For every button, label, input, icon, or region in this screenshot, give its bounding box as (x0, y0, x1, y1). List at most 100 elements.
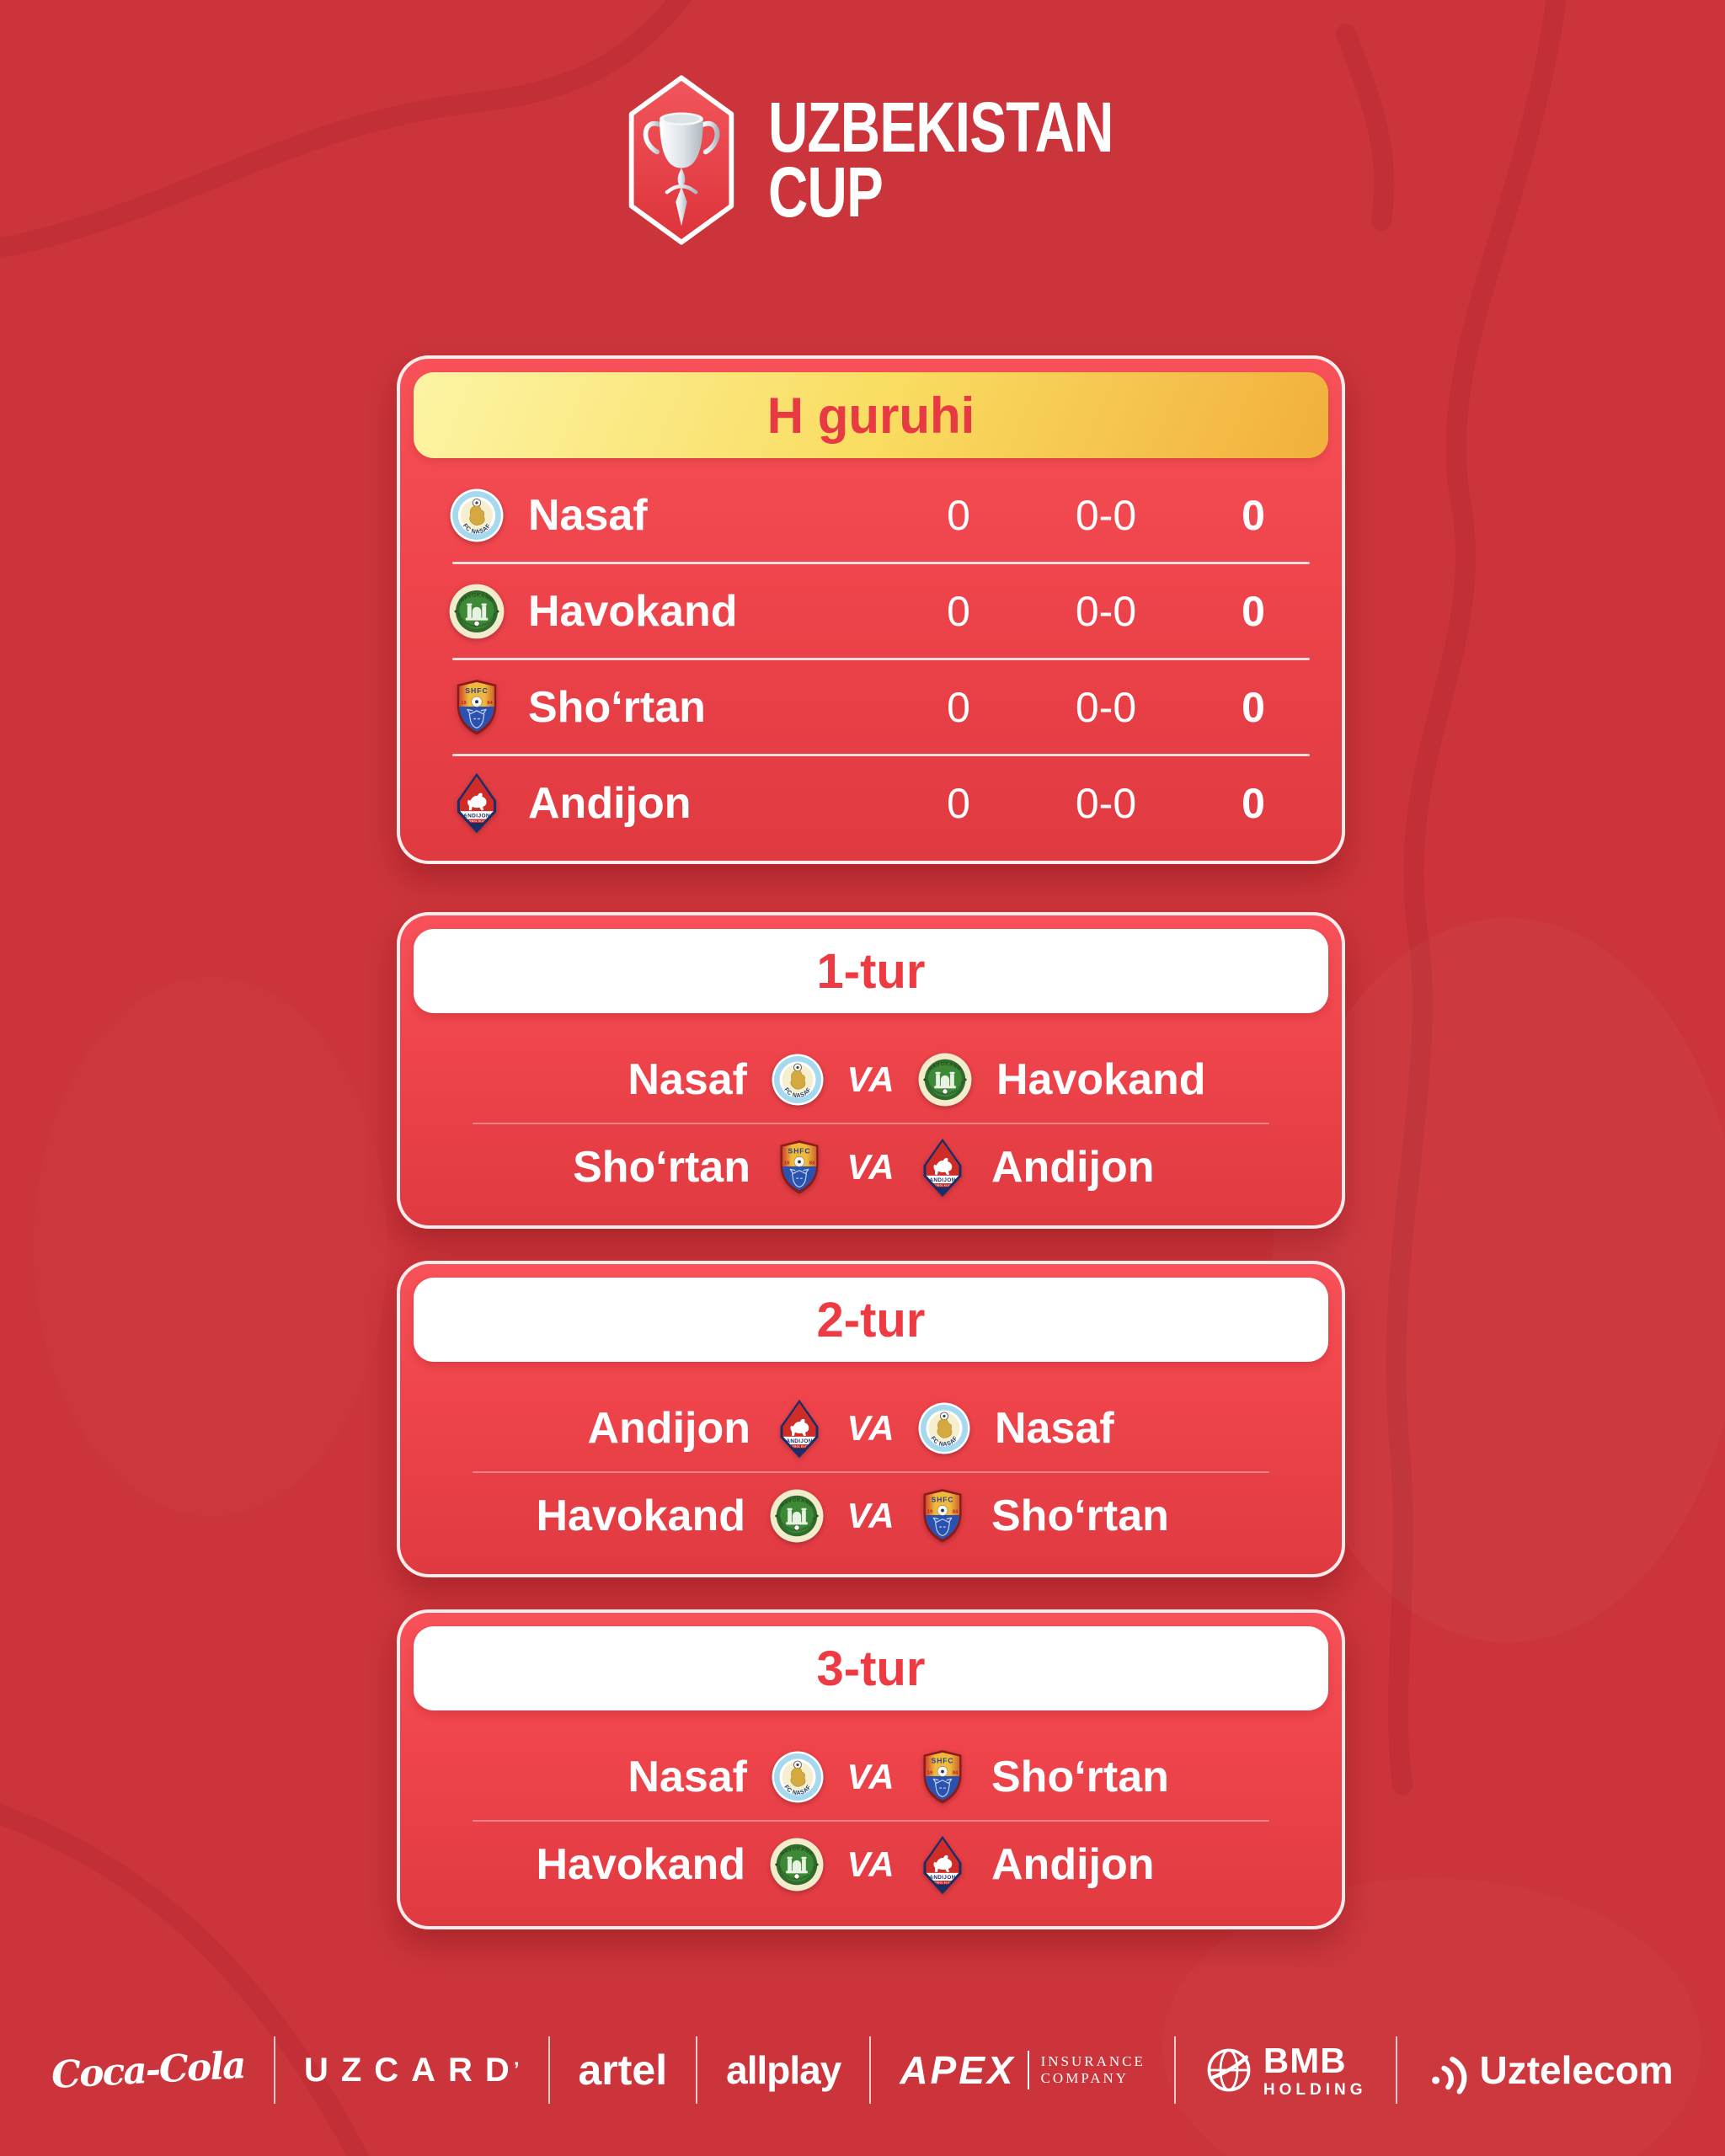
match-away: Havokand (917, 1052, 1328, 1107)
away-team-name: Havokand (996, 1055, 1206, 1104)
table-row: Havokand 0 0-0 0 (446, 564, 1316, 658)
match-home: Shoʻrtan (414, 1138, 825, 1197)
team-name: Nasaf (528, 490, 648, 540)
team-played: 0 (947, 779, 970, 827)
round-3-card: 3-tur Nasaf VA Shoʻrtan Havokand (397, 1609, 1345, 1929)
apex-subtext-line1: INSURANCE (1040, 2052, 1146, 2069)
team-points: 0 (1242, 683, 1265, 731)
match-away: Nasaf (917, 1401, 1328, 1455)
home-team-name: Havokand (536, 1492, 745, 1540)
nasaf-badge-icon (771, 1750, 825, 1804)
havokand-badge-icon (446, 583, 508, 640)
team-points: 0 (1242, 491, 1265, 539)
team-played: 0 (947, 683, 970, 731)
round-title: 1-tur (816, 943, 926, 999)
versus-label: VA (846, 1059, 895, 1099)
team-points: 0 (1242, 587, 1265, 635)
home-team-name: Shoʻrtan (573, 1143, 750, 1192)
bmb-wordmark: BMB (1263, 2040, 1347, 2080)
away-team-name: Shoʻrtan (991, 1492, 1169, 1540)
match-row: Havokand VA Andijon (414, 1822, 1328, 1908)
match-home: Havokand (414, 1837, 825, 1892)
row-divider (452, 562, 1310, 564)
match-row: Havokand VA Shoʻrtan (414, 1473, 1328, 1559)
match-away: Andijon (917, 1137, 1328, 1198)
match-row: Andijon VA Nasaf (414, 1385, 1328, 1471)
match-divider (473, 1123, 1269, 1124)
nasaf-badge-icon (771, 1053, 825, 1107)
away-team-name: Andijon (991, 1840, 1155, 1889)
nasaf-badge-icon (446, 488, 508, 543)
trophy-hexagon-icon (628, 75, 734, 245)
uzcard-logo: UZCARD’ (304, 2052, 520, 2089)
group-table-card: H guruhi Nasaf 0 0-0 0 Havokand 0 0-0 0 (397, 355, 1345, 864)
tournament-title-line2: CUP (768, 152, 884, 232)
havokand-badge-icon (769, 1837, 825, 1892)
nasaf-badge-icon (917, 1401, 971, 1455)
match-divider (473, 1820, 1269, 1822)
andijon-badge-icon (774, 1398, 825, 1460)
team-goals: 0-0 (1075, 587, 1137, 635)
match-away: Shoʻrtan (917, 1486, 1328, 1545)
tournament-title: UZBEKISTAN CUP (768, 92, 1114, 232)
matches: Nasaf VA Havokand Shoʻrtan VA Andij (414, 1013, 1328, 1210)
uztelecom-logo: Uztelecom (1426, 2047, 1674, 2095)
table-row: Andijon 0 0-0 0 (446, 756, 1316, 850)
artel-logo: artel (578, 2047, 668, 2094)
coca-cola-logo: Coca-Cola (51, 2043, 247, 2097)
tournament-logo: UZBEKISTAN CUP (625, 72, 1210, 248)
home-team-name: Andijon (587, 1404, 750, 1453)
shortan-badge-icon (917, 1748, 968, 1806)
round-header: 2-tur (414, 1278, 1328, 1362)
round-header: 3-tur (414, 1626, 1328, 1710)
match-home: Andijon (414, 1398, 825, 1460)
shortan-badge-icon (774, 1138, 825, 1197)
sponsor-divider (547, 2036, 550, 2104)
team-goals: 0-0 (1075, 779, 1137, 827)
apex-subtext-line2: COMPANY (1040, 2070, 1130, 2086)
versus-label: VA (846, 1496, 895, 1535)
team-name: Andijon (528, 778, 692, 828)
bmb-text: BMB HOLDING (1263, 2040, 1367, 2099)
round-title: 2-tur (816, 1292, 926, 1348)
matches: Andijon VA Nasaf Havokand VA Shoʻrt (414, 1362, 1328, 1559)
round-title: 3-tur (816, 1641, 926, 1696)
sponsors-row: Coca-Cola UZCARD’ artel allplay APEX INS… (0, 2020, 1725, 2121)
away-team-name: Shoʻrtan (991, 1753, 1169, 1801)
versus-label: VA (846, 1408, 895, 1448)
home-team-name: Havokand (536, 1840, 745, 1889)
round-header: 1-tur (414, 929, 1328, 1013)
match-away: Andijon (917, 1834, 1328, 1896)
andijon-badge-icon (917, 1834, 968, 1896)
sponsor-divider (696, 2036, 698, 2104)
match-divider (473, 1471, 1269, 1473)
round-2-card: 2-tur Andijon VA Nasaf Havokand (397, 1261, 1345, 1577)
sponsor-divider (1395, 2036, 1397, 2104)
away-team-name: Andijon (991, 1143, 1155, 1192)
globe-icon (1204, 2046, 1253, 2095)
match-away: Shoʻrtan (917, 1748, 1328, 1806)
table-row: Nasaf 0 0-0 0 (446, 468, 1316, 562)
apex-insurance-logo: APEX INSURANCE COMPANY (900, 2047, 1146, 2093)
match-home: Nasaf (414, 1750, 825, 1804)
table-row: Shoʻrtan 0 0-0 0 (446, 660, 1316, 754)
uzcard-mark: ’ (513, 2058, 520, 2081)
versus-label: VA (846, 1147, 895, 1187)
sponsor-divider (869, 2036, 872, 2104)
apex-rule (1027, 2051, 1029, 2089)
match-row: Nasaf VA Havokand (414, 1037, 1328, 1123)
bmb-subtext: HOLDING (1263, 2080, 1367, 2099)
home-team-name: Nasaf (628, 1753, 747, 1801)
team-name: Havokand (528, 586, 738, 636)
bmb-holding-logo: BMB HOLDING (1204, 2040, 1367, 2099)
team-name: Shoʻrtan (528, 682, 706, 732)
row-divider (452, 754, 1310, 756)
havokand-badge-icon (769, 1488, 825, 1544)
group-title: H guruhi (766, 387, 975, 444)
group-table-header: H guruhi (414, 372, 1328, 458)
round-1-card: 1-tur Nasaf VA Havokand Shoʻrtan (397, 912, 1345, 1229)
team-goals: 0-0 (1075, 683, 1137, 731)
team-points: 0 (1242, 779, 1265, 827)
match-row: Shoʻrtan VA Andijon (414, 1124, 1328, 1210)
